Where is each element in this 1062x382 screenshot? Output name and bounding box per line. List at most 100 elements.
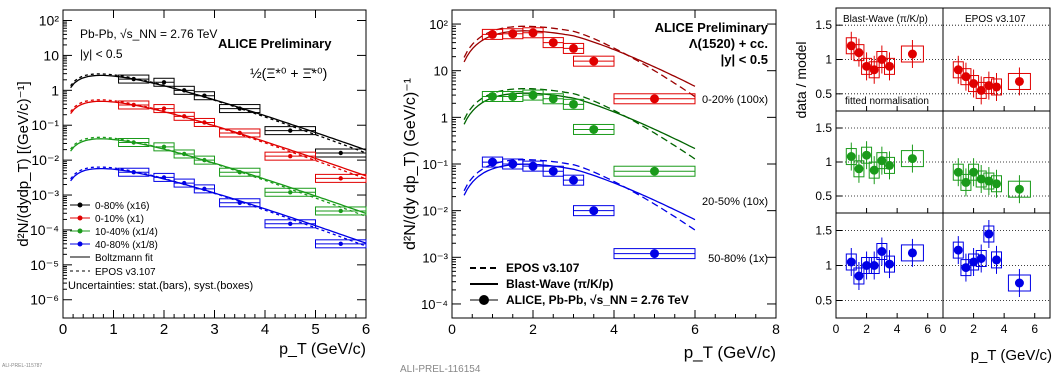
panel1-x-axis-label: p_T (GeV/c) [279, 341, 366, 358]
panel3-data-point [961, 177, 971, 187]
panel1-x-tick-label: 0 [59, 321, 67, 338]
panel1-x-tick-label: 2 [160, 321, 168, 338]
panel2-data-point [528, 28, 538, 38]
panel1-legend-marker [77, 215, 83, 221]
panel3-data-point [907, 154, 917, 164]
panel3-data-point [869, 65, 879, 75]
panel2-data-point [488, 91, 497, 101]
panel1-data-point [237, 200, 242, 205]
panel1-legend-label: 0-80% (x16) [95, 201, 149, 212]
panel2-legend-label: ALICE, Pb-Pb, √s_NN = 2.76 TeV [506, 293, 689, 307]
panel3-y-tick-label: 1 [825, 53, 832, 67]
panel2-y-tick-label: 10 [434, 64, 448, 79]
panel3-data-point [992, 82, 1001, 92]
panel3-data-point [984, 229, 994, 239]
panel2-data-point [528, 90, 538, 100]
panel1-data-point [131, 140, 136, 145]
panel2-x-tick-label: 6 [691, 321, 699, 337]
panel2-y-axis-label: d²N/(dy dp_T) (GeV/c)⁻¹ [402, 78, 419, 250]
panel3-x-tick-label: 4 [1001, 322, 1008, 336]
panel2-series-label: 0-20% (100x) [702, 94, 768, 106]
panel1-y-tick-label: 10⁻⁴ [30, 222, 59, 238]
panel3-y-axis-label: data / model [793, 41, 809, 118]
panel1-data-point [338, 208, 343, 214]
panel3-data-point [969, 257, 979, 267]
panel3-note: fitted normalisation [845, 96, 929, 107]
panel2-epos-curve-1 [463, 87, 696, 160]
panel3-y-tick-label: 1 [825, 259, 832, 273]
panel1-epos-curve-2 [70, 136, 367, 217]
panel3-y-tick-label: 1.5 [815, 18, 832, 32]
panel1-data-point [338, 241, 343, 247]
panel3-data-point [854, 48, 864, 58]
panel3-data-point [877, 247, 887, 256]
panel1-y-tick-label: 10⁻² [31, 152, 59, 168]
panel1-data-point [131, 102, 136, 108]
panel2-blastwave-curve-2 [463, 163, 696, 221]
panel3-data-point [1014, 184, 1024, 194]
panel3-x-tick-label: 6 [924, 322, 931, 336]
panel3-y-tick-label: 1.5 [815, 121, 832, 135]
panel1-y-tick-label: 10⁻⁶ [30, 292, 59, 308]
panel3-y-tick-label: 1.5 [815, 224, 832, 238]
panel1-data-point [202, 120, 207, 125]
panel1-epos-curve-0 [70, 73, 367, 154]
panel2-data-point [650, 166, 659, 176]
panel3-data-point [953, 167, 963, 177]
panel2-data-point [589, 56, 599, 66]
panel3-data-point [877, 55, 887, 64]
panel3-data-point [854, 271, 864, 281]
panel2-data-point [650, 249, 659, 259]
panel3-column-title: EPOS v3.107 [965, 14, 1026, 25]
panel1-legend-marker [77, 228, 83, 234]
panel1-epos-curve-1 [70, 99, 367, 180]
panel3-column-title: Blast-Wave (π/K/p) [843, 14, 928, 25]
panel1-boltzmann-fit-0 [70, 74, 367, 151]
panel3-data-point [854, 164, 864, 174]
panel3-data-point [885, 160, 894, 170]
panel3-data-point [907, 49, 917, 59]
panel1-data-point [288, 221, 293, 226]
panel1-data-point [161, 175, 167, 180]
panel1-data-point [131, 170, 136, 175]
panel2-y-tick-label: 10² [429, 17, 448, 32]
panel1-data-point [182, 151, 187, 157]
panel1-x-tick-label: 1 [109, 321, 117, 338]
panel1-data-point [161, 144, 167, 150]
panel1-data-point [202, 93, 207, 98]
panel3-data-point [961, 263, 971, 273]
panel1-data-point [202, 186, 207, 192]
panel1-x-tick-label: 3 [210, 321, 218, 338]
panel3-x-tick-label: 0 [940, 322, 947, 336]
panel3-data-point [984, 81, 994, 91]
panel1-data-point [131, 76, 136, 82]
panel1-legend-label: EPOS v3.107 [95, 267, 156, 278]
panel3-data-point [846, 41, 856, 51]
panel1-data-point [161, 106, 167, 111]
panel1-y-tick-label: 1 [51, 82, 59, 98]
panel3-x-axis-label: p_T (GeV/c) [971, 347, 1052, 364]
panel1-data-point [338, 176, 343, 181]
panel3-data-point [862, 61, 872, 71]
panel3-y-tick-label: 0.5 [815, 87, 832, 101]
panel2-y-tick-label: 10⁻⁴ [421, 297, 448, 312]
panel3-data-point [976, 254, 986, 263]
panel3-x-tick-label: 0 [833, 322, 840, 336]
panel1-data-point [237, 170, 242, 175]
panel3-data-point [992, 179, 1001, 189]
panel2-data-point [548, 166, 558, 176]
panel1-boltzmann-fit-1 [70, 100, 367, 177]
panel2-data-point [548, 94, 558, 104]
panel2-legend-label: EPOS v3.107 [506, 261, 580, 275]
panel3-data-point [992, 255, 1001, 265]
panel2-data-point [508, 29, 518, 39]
panel3-x-tick-label: 2 [863, 322, 870, 336]
watermark-1: ALI-PREL-115787 [2, 363, 42, 369]
panel2-x-axis-label: p_T (GeV/c) [684, 343, 776, 362]
panel3-y-tick-label: 0.5 [815, 189, 832, 203]
panel2-series-label: 20-50% (10x) [702, 196, 768, 208]
watermark-2: ALI-PREL-116154 [400, 364, 481, 375]
panel1-data-point [288, 190, 293, 195]
panel2-preliminary-label: ALICE Preliminary [655, 20, 769, 35]
